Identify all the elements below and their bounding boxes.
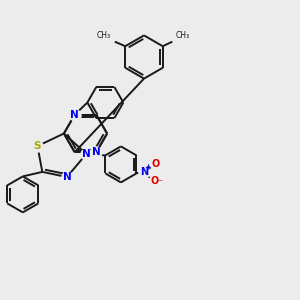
Text: N: N <box>82 149 91 159</box>
Text: +: + <box>145 164 151 172</box>
Text: S: S <box>34 141 41 151</box>
Text: N: N <box>62 172 71 182</box>
Text: O: O <box>150 176 159 186</box>
Text: N: N <box>92 147 101 157</box>
Text: N: N <box>140 167 148 177</box>
Text: N: N <box>70 110 79 120</box>
Text: CH₃: CH₃ <box>176 31 190 40</box>
Text: O: O <box>151 159 160 169</box>
Text: ⁻: ⁻ <box>157 178 163 188</box>
Text: CH₃: CH₃ <box>97 31 111 40</box>
